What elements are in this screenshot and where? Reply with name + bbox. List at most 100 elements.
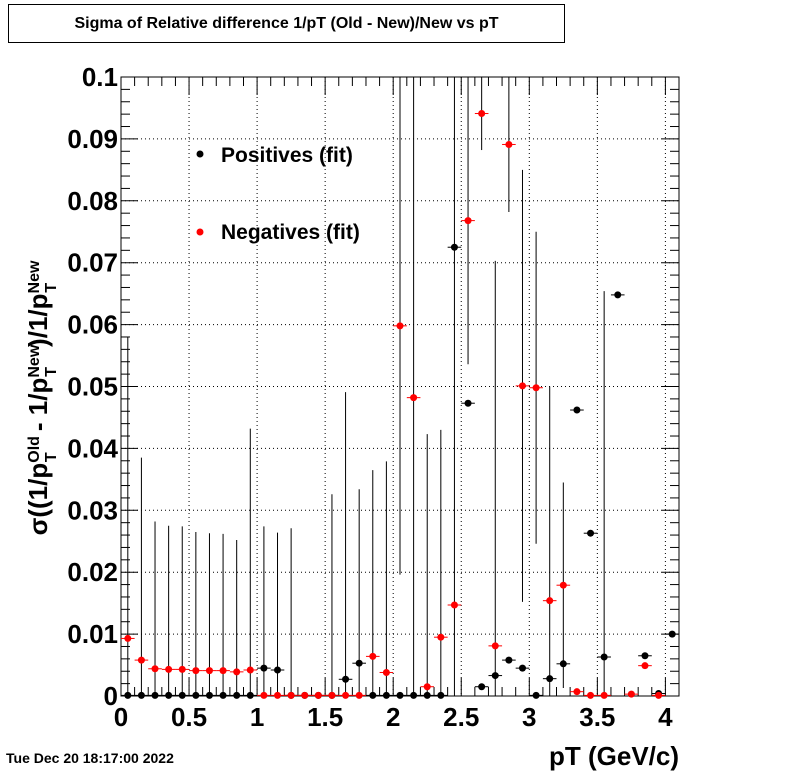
- positives-point: [518, 664, 526, 672]
- y-tick-label: 0.07: [67, 248, 118, 278]
- negatives-point: [655, 691, 663, 699]
- positives-point: [668, 630, 676, 638]
- positives-point: [478, 683, 486, 691]
- y-tick-label: 0.04: [67, 433, 118, 463]
- negatives-point: [464, 217, 472, 225]
- positives-point: [587, 529, 595, 537]
- negatives-point: [301, 691, 309, 699]
- negatives-point: [450, 601, 458, 609]
- positives-point: [382, 691, 390, 699]
- positives-point: [165, 691, 173, 699]
- y-tick-label: 0.08: [67, 186, 118, 216]
- legend-marker-negatives: [196, 228, 204, 236]
- negatives-point: [355, 691, 363, 699]
- x-tick-label: 3.5: [579, 702, 615, 732]
- negatives-point: [505, 140, 513, 148]
- y-tick-label: 0.02: [67, 557, 118, 587]
- negatives-point: [559, 581, 567, 589]
- positives-point: [219, 691, 227, 699]
- negatives-point: [233, 668, 241, 676]
- positives-point: [178, 691, 186, 699]
- x-tick-label: 4: [658, 702, 673, 732]
- x-tick-label: 3: [522, 702, 536, 732]
- positives-point: [505, 656, 513, 664]
- negatives-point: [546, 597, 554, 605]
- positives-point: [246, 691, 254, 699]
- y-tick-label: 0.09: [67, 124, 118, 154]
- positives-point: [464, 399, 472, 407]
- negatives-point: [410, 394, 418, 402]
- legend: Positives (fit) Negatives (fit): [196, 144, 360, 244]
- positives-point: [614, 291, 622, 299]
- y-axis-label: σ((1/pOldT - 1/pNewT)/1/pNewT: [23, 260, 60, 535]
- negatives-point: [314, 691, 322, 699]
- negatives-point: [205, 667, 213, 675]
- positives-point: [274, 666, 282, 674]
- positives-point: [450, 243, 458, 251]
- positives-point: [342, 675, 350, 683]
- negatives-point: [165, 665, 173, 673]
- positives-point: [396, 691, 404, 699]
- negatives-point: [478, 110, 486, 118]
- timestamp: Tue Dec 20 18:17:00 2022: [6, 750, 174, 766]
- data-points: [124, 110, 676, 699]
- negatives-point: [260, 691, 268, 699]
- x-tick-label: 2.5: [443, 702, 479, 732]
- positives-point: [491, 672, 499, 680]
- y-tick-label: 0: [104, 681, 118, 711]
- negatives-point: [369, 652, 377, 660]
- x-tick-label: 1.5: [307, 702, 343, 732]
- negatives-point: [627, 690, 635, 698]
- y-tick-label: 0.01: [67, 619, 118, 649]
- positives-point: [137, 691, 145, 699]
- negatives-point: [287, 691, 295, 699]
- positives-point: [423, 691, 431, 699]
- negatives-point: [641, 662, 649, 670]
- negatives-point: [491, 642, 499, 650]
- negatives-point: [518, 382, 526, 390]
- positives-point: [559, 660, 567, 668]
- negatives-point: [124, 634, 132, 642]
- chart-title: Sigma of Relative difference 1/pT (Old -…: [8, 4, 565, 43]
- negatives-point: [382, 668, 390, 676]
- error-bars: [121, 77, 679, 696]
- positives-point: [532, 691, 540, 699]
- positives-point: [151, 691, 159, 699]
- positives-point: [437, 691, 445, 699]
- x-tick-label: 2: [386, 702, 400, 732]
- y-tick-label: 0.06: [67, 310, 118, 340]
- grid-lines: [121, 77, 679, 696]
- legend-label-negatives: Negatives (fit): [221, 221, 360, 244]
- x-tick-label: 0: [114, 702, 128, 732]
- axis-ticks: [120, 76, 680, 697]
- positives-point: [546, 675, 554, 683]
- y-tick-label: 0.1: [82, 62, 118, 92]
- legend-marker-positives: [196, 150, 204, 158]
- positives-point: [410, 691, 418, 699]
- negatives-point: [219, 667, 227, 675]
- negatives-point: [151, 665, 159, 673]
- x-axis-label: pT (GeV/c): [549, 741, 679, 771]
- y-tick-label: 0.03: [67, 495, 118, 525]
- negatives-point: [396, 322, 404, 330]
- negatives-point: [587, 691, 595, 699]
- negatives-point: [532, 384, 540, 392]
- negatives-point: [423, 683, 431, 691]
- negatives-point: [600, 691, 608, 699]
- tick-labels: 0 0.5 1 1.5 2 2.5 3 3.5 4 0 0.01 0.02 0.03 0.04 0.05 0.…: [67, 62, 673, 732]
- negatives-point: [342, 691, 350, 699]
- legend-label-positives: Positives (fit): [221, 144, 353, 167]
- positives-point: [573, 406, 581, 414]
- negatives-point: [192, 667, 200, 675]
- negatives-point: [178, 665, 186, 673]
- x-tick-label: 0.5: [171, 702, 207, 732]
- positives-point: [124, 691, 132, 699]
- y-tick-label: 0.05: [67, 372, 118, 402]
- positives-point: [369, 691, 377, 699]
- negatives-point: [274, 691, 282, 699]
- positives-point: [260, 664, 268, 672]
- negatives-point: [573, 688, 581, 696]
- positives-point: [233, 691, 241, 699]
- negatives-point: [437, 633, 445, 641]
